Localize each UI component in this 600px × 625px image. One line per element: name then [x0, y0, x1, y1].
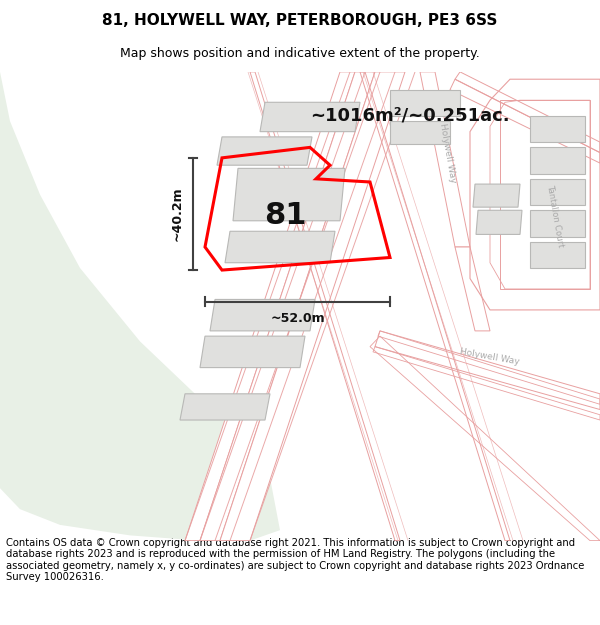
Polygon shape [200, 72, 375, 541]
Polygon shape [455, 247, 490, 331]
Polygon shape [0, 72, 280, 541]
Polygon shape [530, 179, 585, 205]
Polygon shape [217, 137, 312, 165]
Polygon shape [530, 242, 585, 268]
Polygon shape [180, 394, 270, 420]
Polygon shape [225, 231, 335, 262]
Polygon shape [233, 168, 345, 221]
Polygon shape [185, 72, 355, 541]
Polygon shape [473, 184, 520, 207]
Polygon shape [210, 299, 315, 331]
Polygon shape [200, 336, 305, 367]
Polygon shape [476, 210, 522, 234]
Text: 81: 81 [264, 201, 306, 230]
Polygon shape [530, 210, 585, 236]
Text: ~40.2m: ~40.2m [170, 187, 184, 241]
Polygon shape [390, 121, 450, 144]
Text: ~52.0m: ~52.0m [270, 312, 325, 325]
Polygon shape [390, 90, 460, 116]
Polygon shape [530, 116, 585, 142]
Text: ~1016m²/~0.251ac.: ~1016m²/~0.251ac. [310, 107, 509, 125]
Polygon shape [260, 102, 360, 132]
Text: Holywell Way: Holywell Way [439, 122, 458, 183]
Text: Contains OS data © Crown copyright and database right 2021. This information is : Contains OS data © Crown copyright and d… [6, 538, 584, 582]
Polygon shape [375, 331, 600, 409]
Polygon shape [530, 148, 585, 174]
Text: 81, HOLYWELL WAY, PETERBOROUGH, PE3 6SS: 81, HOLYWELL WAY, PETERBOROUGH, PE3 6SS [103, 12, 497, 28]
Text: Tantallon Court: Tantallon Court [545, 184, 565, 248]
Polygon shape [220, 72, 405, 541]
Text: Holywell Way: Holywell Way [460, 348, 521, 367]
Text: Map shows position and indicative extent of the property.: Map shows position and indicative extent… [120, 48, 480, 61]
Polygon shape [420, 72, 470, 247]
